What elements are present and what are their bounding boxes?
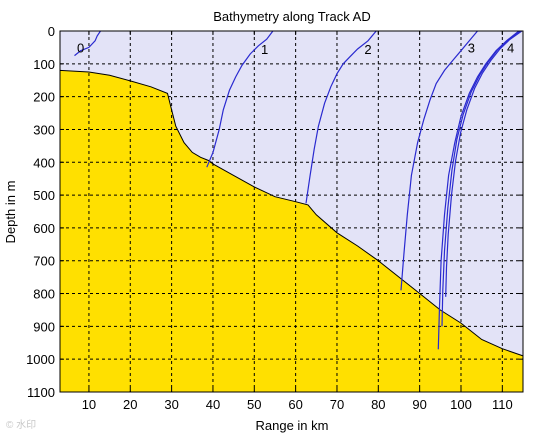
y-tick-label: 900	[33, 319, 55, 334]
x-tick-label: 10	[82, 397, 96, 412]
y-tick-label: 500	[33, 188, 55, 203]
series-label-0: 0	[77, 40, 84, 55]
x-tick-label: 110	[492, 397, 513, 412]
y-tick-label: 800	[33, 287, 55, 302]
y-tick-label: 400	[33, 155, 55, 170]
x-axis-title: Range in km	[256, 418, 329, 433]
plot-area: 0 1 2 3 410 20 30 40 50 60 70 80 90 100 11001002003004…	[26, 24, 524, 412]
x-tick-label: 90	[412, 397, 426, 412]
profile-line-3	[400, 30, 478, 291]
series-label-1: 1	[261, 42, 268, 57]
x-tick-label: 40	[206, 397, 220, 412]
y-axis-title: Depth in m	[3, 181, 18, 244]
x-tick-label: 70	[330, 397, 344, 412]
x-tick-label: 60	[288, 397, 302, 412]
series-label-2: 2	[364, 42, 371, 57]
y-tick-label: 1000	[26, 352, 55, 367]
x-tick-label: 100	[450, 397, 472, 412]
profile-line-0	[74, 30, 101, 57]
x-tick-label: 20	[123, 397, 137, 412]
profile-line-2	[305, 30, 377, 204]
chart-title: Bathymetry along Track AD	[213, 9, 371, 24]
x-tick-label: 50	[247, 397, 261, 412]
watermark: © 水印	[6, 419, 36, 431]
profile-line-extra-5	[441, 30, 521, 327]
series-label-3: 3	[468, 40, 475, 55]
y-tick-label: 600	[33, 221, 55, 236]
x-tick-label: 30	[164, 397, 178, 412]
profile-line-extra-6	[445, 30, 523, 297]
y-tick-label: 200	[33, 90, 55, 105]
y-tick-label: 700	[33, 254, 55, 269]
plot-frame	[59, 30, 524, 393]
y-tick-label: 300	[33, 122, 55, 137]
seabed-area	[59, 69, 524, 393]
series-label-4: 4	[507, 40, 514, 55]
y-tick-label: 1100	[27, 385, 55, 400]
y-tick-label: 100	[33, 57, 55, 72]
y-tick-label: 0	[48, 24, 55, 39]
profile-line-1	[206, 30, 274, 168]
x-tick-label: 80	[371, 397, 385, 412]
